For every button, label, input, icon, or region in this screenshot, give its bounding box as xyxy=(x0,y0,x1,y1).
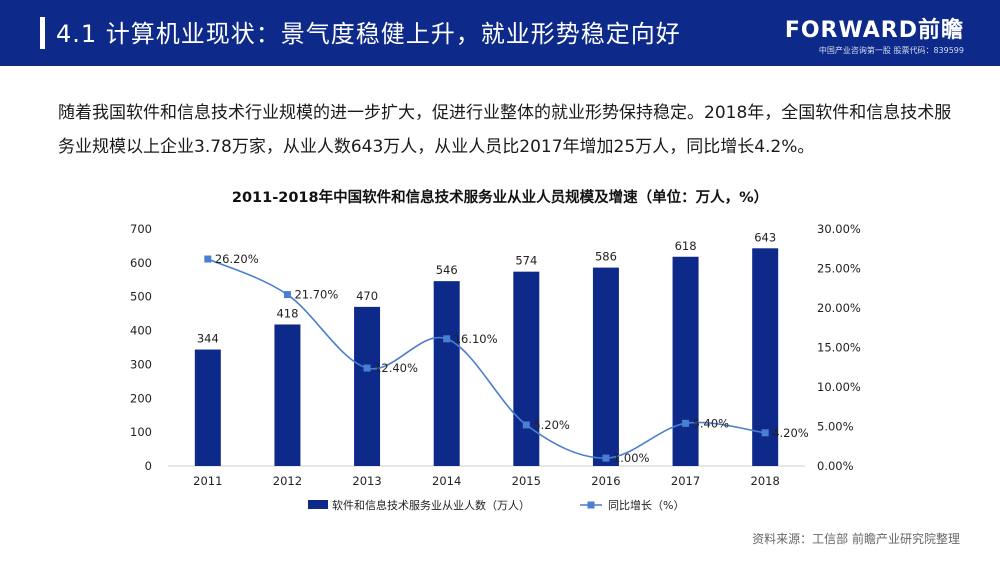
x-tick-label: 2015 xyxy=(512,474,541,488)
growth-point xyxy=(363,364,371,372)
growth-point xyxy=(522,421,530,429)
growth-value-label: 21.70% xyxy=(294,288,338,302)
y-right-tick-label: 20.00% xyxy=(817,301,861,315)
growth-value-label: 1.00% xyxy=(613,451,650,465)
y-right-tick-label: 30.00% xyxy=(817,222,861,236)
x-tick-label: 2011 xyxy=(193,474,222,488)
logo-name: FORWARD前瞻 xyxy=(784,18,964,43)
legend-line-marker xyxy=(587,501,595,509)
header-banner: 4.1 计算机业现状：景气度稳健上升，就业形势稳定向好 FORWARD前瞻 中国… xyxy=(0,0,1000,66)
chart-title: 2011-2018年中国软件和信息技术服务业从业人员规模及增速（单位：万人，%） xyxy=(231,190,769,206)
x-tick-label: 2017 xyxy=(671,474,700,488)
x-tick-label: 2018 xyxy=(751,474,780,488)
title-accent-bar xyxy=(40,17,45,49)
growth-value-label: 12.40% xyxy=(374,361,418,375)
intro-paragraph: 随着我国软件和信息技术行业规模的进一步扩大，促进行业整体的就业形势保持稳定。20… xyxy=(58,103,952,157)
bar-value-label: 574 xyxy=(515,254,537,268)
y-left-tick-label: 300 xyxy=(130,357,152,371)
x-tick-label: 2014 xyxy=(432,474,461,488)
bar-value-label: 546 xyxy=(436,263,458,277)
bar xyxy=(672,256,699,466)
growth-point xyxy=(443,335,451,343)
y-left-tick-label: 700 xyxy=(130,222,152,236)
y-right-tick-label: 0.00% xyxy=(817,459,854,473)
y-right-tick-label: 10.00% xyxy=(817,380,861,394)
bar xyxy=(513,271,540,466)
legend-line-label: 同比增长（%） xyxy=(608,498,684,512)
bar xyxy=(274,324,301,466)
logo-tagline: 中国产业咨询第一股 股票代码：839599 xyxy=(818,46,964,55)
y-right-tick-label: 5.00% xyxy=(817,420,854,434)
bar xyxy=(354,306,381,466)
source-note: 资料来源：工信部 前瞻产业研究院整理 xyxy=(752,532,960,546)
growth-value-label: 5.20% xyxy=(533,418,570,432)
y-left-tick-label: 400 xyxy=(130,324,152,338)
growth-point xyxy=(682,419,690,427)
bar-value-label: 586 xyxy=(595,250,617,264)
growth-point xyxy=(602,454,610,462)
x-tick-label: 2013 xyxy=(352,474,381,488)
y-right-tick-label: 15.00% xyxy=(817,341,861,355)
page-title: 4.1 计算机业现状：景气度稳健上升，就业形势稳定向好 xyxy=(56,20,681,48)
growth-value-label: 26.20% xyxy=(215,252,259,266)
bar xyxy=(592,267,619,466)
growth-line xyxy=(207,258,766,459)
growth-point xyxy=(204,255,212,263)
y-left-tick-label: 600 xyxy=(130,256,152,270)
y-left-tick-label: 0 xyxy=(145,459,152,473)
bar-value-label: 470 xyxy=(356,289,378,303)
growth-value-label: 4.20% xyxy=(772,426,809,440)
bar xyxy=(194,349,221,466)
bar-value-label: 643 xyxy=(754,230,776,244)
x-tick-label: 2012 xyxy=(273,474,302,488)
y-left-tick-label: 500 xyxy=(130,290,152,304)
bar-value-label: 344 xyxy=(197,332,219,346)
bar-value-label: 418 xyxy=(276,306,298,320)
y-right-tick-label: 25.00% xyxy=(817,262,861,276)
x-tick-label: 2016 xyxy=(591,474,620,488)
company-logo: FORWARD前瞻 中国产业咨询第一股 股票代码：839599 xyxy=(785,12,964,56)
legend-bar-label: 软件和信息技术服务业从业人数（万人） xyxy=(332,498,530,512)
growth-point xyxy=(761,429,769,437)
bar xyxy=(433,281,460,466)
y-left-tick-label: 100 xyxy=(130,425,152,439)
growth-point xyxy=(283,291,291,299)
growth-value-label: 5.40% xyxy=(693,416,730,430)
y-left-tick-label: 200 xyxy=(130,391,152,405)
bar-value-label: 618 xyxy=(675,239,697,253)
legend-bar-swatch xyxy=(308,500,328,509)
growth-value-label: 16.10% xyxy=(454,332,498,346)
